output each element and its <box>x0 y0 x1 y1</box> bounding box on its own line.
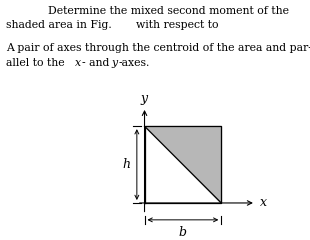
Text: with respect to: with respect to <box>136 20 219 30</box>
Text: A pair of axes through the centroid of the area and par-: A pair of axes through the centroid of t… <box>6 43 310 53</box>
Polygon shape <box>144 126 221 203</box>
Text: b: b <box>179 226 187 239</box>
Text: -axes.: -axes. <box>118 58 150 68</box>
Text: y: y <box>112 58 118 68</box>
Text: shaded area in Fig.: shaded area in Fig. <box>6 20 112 30</box>
Text: x: x <box>75 58 81 68</box>
Text: h: h <box>122 158 130 171</box>
Text: allel to the: allel to the <box>6 58 68 68</box>
Text: - and: - and <box>82 58 113 68</box>
Text: Determine the mixed second moment of the: Determine the mixed second moment of the <box>20 6 290 16</box>
Text: x: x <box>260 197 267 210</box>
Text: y: y <box>141 92 148 105</box>
